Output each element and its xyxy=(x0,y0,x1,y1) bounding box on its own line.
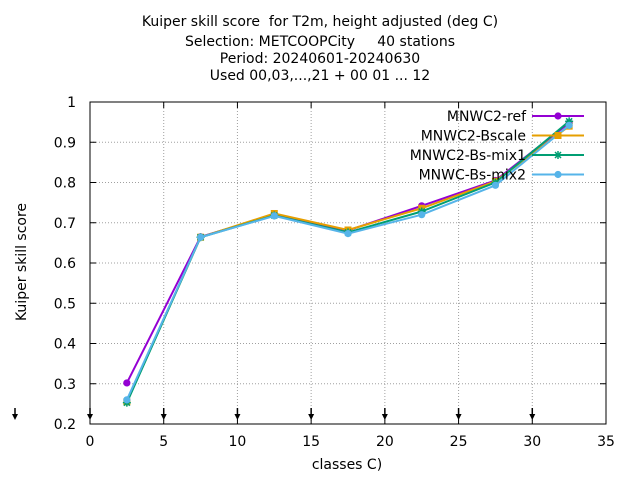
y-tick-label: 0.9 xyxy=(54,135,76,151)
chart-title-line-4: Used 00,03,...,21 + 00 01 ... 12 xyxy=(209,68,431,84)
y-tick-label: 0.5 xyxy=(54,296,76,312)
legend-entry: MNWC2-Bscale xyxy=(421,129,584,145)
x-arrow-marker-head xyxy=(160,414,167,420)
y-tick-label: 0.3 xyxy=(54,377,76,393)
y-tick-label: 0.7 xyxy=(54,216,76,232)
legend-marker xyxy=(554,170,562,179)
x-arrow-marker-head xyxy=(234,414,241,420)
series-MNWC2-Bscale xyxy=(123,122,573,406)
x-arrow-marker-head xyxy=(529,414,536,420)
x-arrow-marker-head xyxy=(308,414,315,420)
data-point xyxy=(196,233,205,241)
y-tick-label: 0.4 xyxy=(54,337,76,353)
x-tick-label: 10 xyxy=(229,434,247,450)
data-point xyxy=(491,181,500,189)
legend-label: MNWC-Bs-mix2 xyxy=(419,168,526,184)
y-axis-label: Kuiper skill score xyxy=(14,202,30,322)
grid xyxy=(90,102,606,424)
data-point xyxy=(123,379,131,387)
x-arrow-marker-head xyxy=(87,414,93,420)
data-point xyxy=(418,211,426,219)
x-tick-label: 30 xyxy=(523,434,541,450)
legend: MNWC2-ref MNWC2-Bscale MNWC2-Bs-mix1 MNWC-B… xyxy=(410,109,584,184)
legend-marker xyxy=(554,112,562,120)
y-tick-label: 0.6 xyxy=(54,256,76,272)
series-MNWC-Bs-mix2 xyxy=(123,121,573,404)
legend-entry: MNWC2-Bs-mix1 xyxy=(410,148,584,164)
legend-marker xyxy=(554,151,562,159)
x-axis-label: classes C) xyxy=(311,457,383,473)
x-tick-label: 20 xyxy=(376,434,394,450)
x-tick-label: 25 xyxy=(450,434,468,450)
x-arrow-marker-head xyxy=(12,414,18,420)
legend-label: MNWC2-ref xyxy=(447,109,527,125)
plot-frame xyxy=(89,101,607,425)
x-arrow-marker-head xyxy=(381,414,388,420)
legend-entry: MNWC-Bs-mix2 xyxy=(419,168,584,184)
chart-title-line-2: Selection: METCOOPCity 40 stations xyxy=(184,34,456,50)
legend-label: MNWC2-Bscale xyxy=(421,129,526,145)
chart-title-line-3: Period: 20240601-20240630 xyxy=(219,51,421,67)
data-point xyxy=(123,396,131,404)
data-point xyxy=(565,121,573,129)
y-tick-label: 1 xyxy=(67,95,76,111)
x-arrow-marker-head xyxy=(455,414,462,420)
y-tick-label: 0.8 xyxy=(54,176,76,192)
axes: 0.20.30.40.50.60.70.80.910 5 10 15 20 25 30 35 xyxy=(12,95,615,450)
chart-title-line-1: Kuiper skill score for T2m, height adjus… xyxy=(141,14,499,30)
data-point xyxy=(344,230,352,238)
x-tick-label: 0 xyxy=(86,434,95,450)
legend-entry: MNWC2-ref xyxy=(447,109,584,125)
x-tick-label: 5 xyxy=(159,434,168,450)
legend-marker xyxy=(554,132,562,139)
x-tick-label: 35 xyxy=(597,434,615,450)
data-point xyxy=(270,212,278,220)
series-group xyxy=(122,117,574,407)
x-tick-label: 15 xyxy=(302,434,320,450)
y-tick-label: 0.2 xyxy=(54,417,76,433)
legend-label: MNWC2-Bs-mix1 xyxy=(410,148,526,164)
